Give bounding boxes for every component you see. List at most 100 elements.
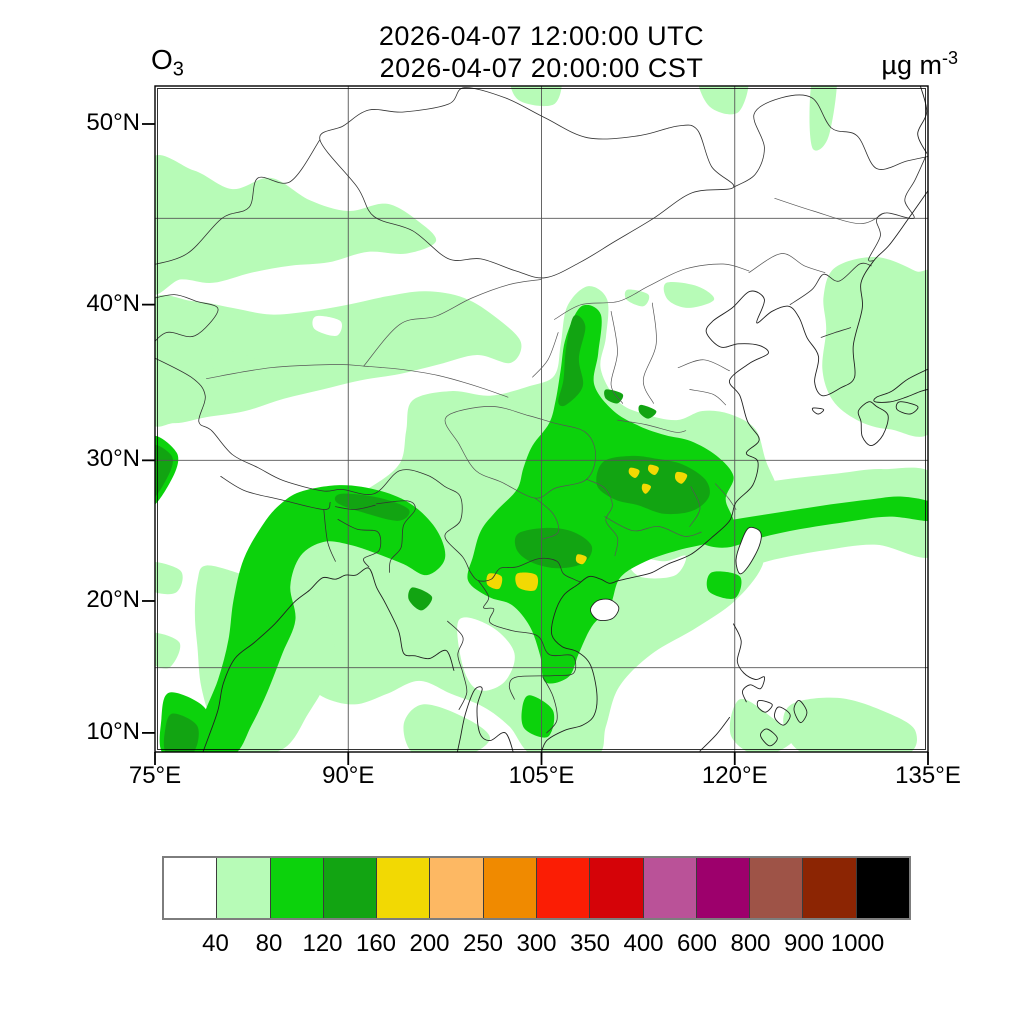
lat-tick-label: 10°N [86,717,140,745]
coastlines-path [735,526,762,575]
coastlines-path [699,716,731,752]
colorbar-swatch [855,858,909,918]
province-borders-path [610,310,624,404]
axis-ticks [142,123,929,765]
lon-tick-label: 90°E [322,762,375,789]
contour-region [575,554,587,565]
contour-region [486,573,503,590]
contour-region [558,315,586,407]
country-borders-path [478,580,577,700]
colorbar-swatch [322,858,377,918]
province-borders-path [363,279,542,367]
lon-tick-label: 105°E [508,762,575,789]
map-content [155,86,928,752]
units-label: µg m-3 [760,48,958,81]
contour-region [155,291,522,427]
colorbar-swatch [642,858,696,918]
contour-region [510,86,562,107]
lon-tick-label: 135°E [895,762,961,789]
contour-region [648,464,659,476]
contour-region [604,389,624,404]
contour-region [638,404,657,419]
lat-tick-label: 50°N [86,109,140,136]
gridlines [155,86,928,752]
colorbar-swatch [269,858,323,918]
contour-region [163,713,199,752]
map-frame-inner [157,88,926,750]
contour-region [408,587,433,611]
coastlines-path [811,407,825,415]
colorbar-tick-label: 40 [202,930,229,957]
province-borders-path [604,516,702,537]
colorbar-swatch [482,858,536,918]
country-borders-path [820,327,852,338]
colorbar-tick-label: 400 [623,930,664,957]
contour-region [155,155,437,295]
colorbar-tick-label: 1000 [830,930,885,957]
colorbar-swatch [429,858,483,918]
colorbar-tick-label: 900 [783,930,825,957]
lat-tick-label: 20°N [86,585,140,613]
province-borders-path [689,486,701,527]
colorbar-swatch [589,858,643,918]
title-cst: 2026-04-07 20:00:00 CST [379,53,704,83]
coastlines-path [540,189,928,752]
colorbar-tick-label: 300 [516,930,557,957]
coastlines-path [917,86,928,154]
contour-region [515,572,539,591]
country-borders-path [323,509,336,562]
coastlines-path [793,700,808,724]
province-borders-path [532,332,559,378]
country-borders-path [155,139,321,265]
contour-region [624,289,650,307]
country-borders-path [220,476,331,510]
colorbar-swatch [535,858,590,918]
colorbar-tick-label: 250 [462,930,504,957]
lon-tick-label: 75°E [128,762,182,789]
colorbar-tick-label: 350 [569,930,611,957]
country-borders-path [155,294,219,342]
contour-region [403,704,490,752]
province-borders-path [748,253,826,273]
shading-layer-160-200 [486,464,688,591]
contour-region [729,698,795,752]
province-borders-path [774,197,885,225]
coastlines-path [774,706,791,726]
province-borders [206,197,885,557]
colorbar-tick-label: 80 [255,930,283,957]
colorbar-swatch [376,858,430,918]
province-borders-path [363,365,509,398]
coastlines-path [873,368,928,403]
contour-region [706,571,742,599]
units-exponent: -3 [941,48,958,68]
contour-region [211,349,267,381]
coastlines-path [760,728,778,747]
province-borders-path [206,364,365,379]
province-borders-path [554,263,750,320]
coastlines-path [895,401,919,415]
contour-region [155,444,173,498]
contour-region [674,471,688,484]
units-base: µg m [881,50,942,80]
contour-region [195,485,446,752]
country-borders-path [542,676,558,734]
coastlines-path [456,686,514,752]
contour-region [334,493,410,521]
coastlines-path [756,699,773,713]
country-borders-path [447,620,468,710]
colorbar-tick-label: 120 [302,930,343,957]
species-label: O3 [151,44,184,82]
species-subscript: 3 [172,58,184,81]
colorbar-swatch [695,858,750,918]
country-borders-path [733,94,928,188]
colorbar-tick-label: 200 [409,930,450,957]
country-borders-path [155,357,581,583]
contour-region [514,527,593,569]
shading-layer-120-160 [155,315,710,752]
province-borders-path [617,419,687,433]
species-base: O [151,44,173,75]
contour-region [521,695,555,738]
lon-tick-label: 120°E [701,762,768,789]
country-borders-path [376,500,416,573]
